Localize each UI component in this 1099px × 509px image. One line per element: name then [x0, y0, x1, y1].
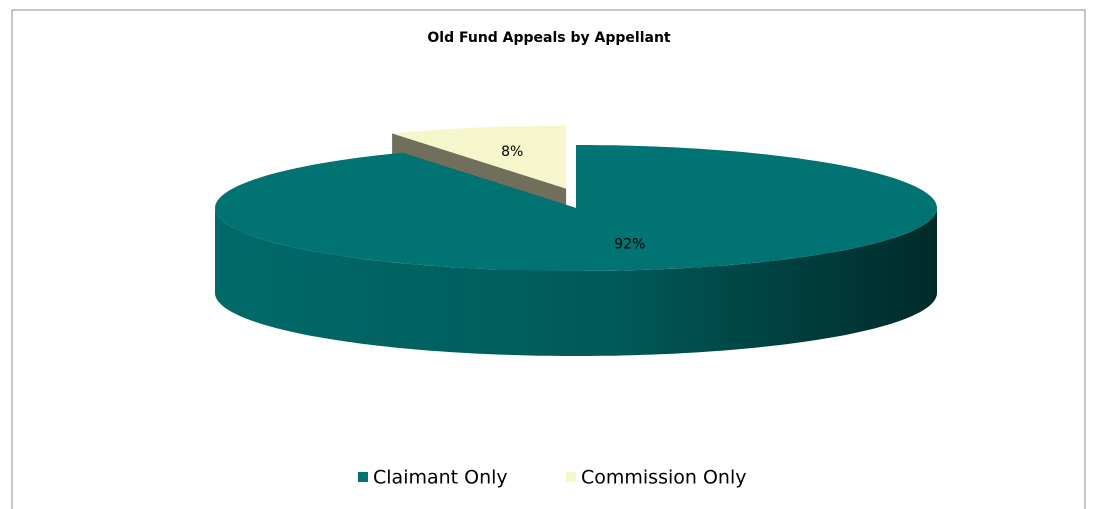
legend: Claimant Only Commission Only [358, 467, 747, 489]
slice-top [392, 125, 567, 189]
slice-top [215, 145, 937, 271]
data-label: 92% [614, 237, 645, 253]
pie-slice [215, 145, 937, 356]
chart-title: Old Fund Appeals by Appellant [427, 30, 671, 46]
legend-label: Commission Only [581, 467, 747, 489]
legend-swatch [358, 472, 368, 482]
slice-side [215, 208, 937, 356]
pie: 8% 92% [215, 125, 937, 356]
legend-label: Claimant Only [373, 467, 508, 489]
legend-swatch [566, 472, 576, 482]
data-label: 8% [501, 144, 523, 160]
